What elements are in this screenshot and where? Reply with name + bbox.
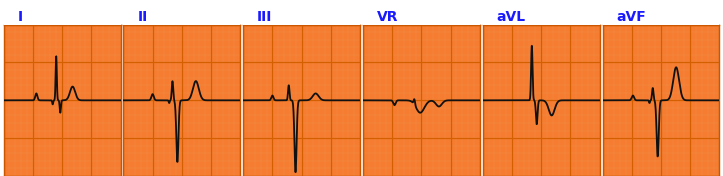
Text: aVF: aVF bbox=[617, 10, 646, 24]
Text: II: II bbox=[137, 10, 147, 24]
Text: III: III bbox=[257, 10, 273, 24]
Text: aVL: aVL bbox=[497, 10, 526, 24]
Text: VR: VR bbox=[377, 10, 398, 24]
Text: I: I bbox=[17, 10, 22, 24]
